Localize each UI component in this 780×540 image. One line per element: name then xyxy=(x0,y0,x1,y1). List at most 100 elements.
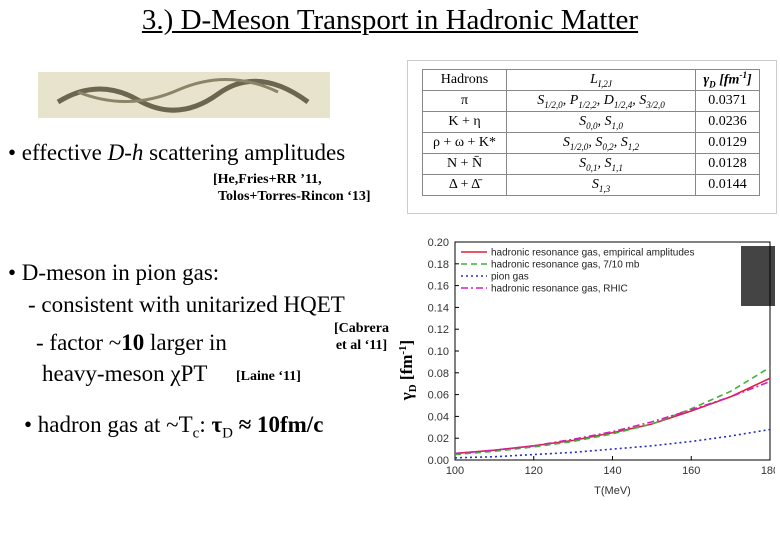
hadron-cell: ρ + ω + K* xyxy=(422,132,507,154)
y-tick-label: 0.06 xyxy=(428,390,449,402)
reference: [Cabrera et al ‘11] xyxy=(334,320,389,354)
text: 1/2,4 xyxy=(613,99,633,110)
text: S xyxy=(562,134,570,150)
wave-cell: S0,1, S1,1 xyxy=(506,153,696,175)
wave-cell: S0,0, S1,0 xyxy=(506,111,696,133)
text: 1/2,2 xyxy=(578,99,597,110)
gamma-cell: 0.0128 xyxy=(695,153,760,175)
y-tick-label: 0.00 xyxy=(428,455,449,467)
y-tick-label: 0.16 xyxy=(428,281,449,293)
text: S xyxy=(604,113,612,129)
text: γ xyxy=(703,72,710,88)
hadron-cell: π xyxy=(422,90,507,112)
text: 1,3 xyxy=(598,183,611,194)
table-row: K + η S0,0, S1,0 0.0236 xyxy=(422,111,760,133)
text: γ xyxy=(398,392,416,401)
bullet: • hadron gas at ~Tc: τD ≈ 10fm/c xyxy=(24,412,323,443)
sub-bullet: - consistent with unitarized HQET xyxy=(28,292,345,317)
text: χ xyxy=(170,361,181,386)
header-cell: LI,2J xyxy=(506,69,696,91)
text: -1 xyxy=(398,345,409,354)
table-row: Δ + Δ̄ S1,3 0.0144 xyxy=(422,174,760,196)
text: c xyxy=(192,425,200,442)
text: : xyxy=(199,412,212,437)
text: τ xyxy=(211,412,223,437)
text: D-h xyxy=(107,140,144,165)
gamma-cell: 0.0129 xyxy=(695,132,760,154)
chart: 0.00 0.02 0.04 0.06 0.08 0.10 0.12 0.14 0.16 0.18… xyxy=(398,228,775,500)
gamma-cell: 0.0144 xyxy=(695,174,760,196)
text: ] xyxy=(747,72,752,88)
y-tick-label: 0.20 xyxy=(428,237,449,249)
text: 0,0 xyxy=(586,120,598,131)
sub-bullet: heavy-meson χPT xyxy=(42,361,207,387)
text: 1,0 xyxy=(611,120,623,131)
text: [Cabrera xyxy=(334,321,389,336)
x-tick-label: 160 xyxy=(682,465,700,477)
text: D xyxy=(709,79,716,90)
series-line xyxy=(454,377,771,455)
wave-cell: S1,3 xyxy=(506,174,696,196)
y-tick-label: 0.02 xyxy=(428,433,449,445)
text: 10 xyxy=(121,330,145,355)
text: S xyxy=(604,155,612,171)
wave-cell: S1/2,0, S0,2, S1,2 xyxy=(506,132,696,154)
y-tick-label: 0.04 xyxy=(428,411,449,423)
text: • hadron gas at ~T xyxy=(24,412,193,437)
logo xyxy=(38,72,330,118)
reference: [Laine ‘11] xyxy=(236,369,301,384)
table-header: Hadrons LI,2J γD [fm-1] xyxy=(422,69,760,91)
text: • effective xyxy=(8,140,108,165)
bullet: • effective D-h scattering amplitudes xyxy=(8,140,345,166)
text: D xyxy=(222,425,233,442)
gamma-cell: 0.0371 xyxy=(695,90,760,112)
gamma-cell: 0.0236 xyxy=(695,111,760,133)
y-tick-label: 0.12 xyxy=(428,324,449,336)
legend-label: hadronic resonance gas, 7/10 mb xyxy=(491,260,640,271)
occluder xyxy=(741,246,775,306)
x-axis-label: T(MeV) xyxy=(594,485,631,497)
text: D xyxy=(407,384,419,392)
text: et al ‘11] xyxy=(335,338,388,353)
table-row: N + N̄ S0,1, S1,1 0.0128 xyxy=(422,153,760,175)
text: ] xyxy=(398,340,416,346)
text: 1/2,0 xyxy=(544,99,563,110)
bullet: • D-meson in pion gas: xyxy=(8,260,220,285)
x-tick-label: 180 xyxy=(761,465,775,477)
text: S xyxy=(591,176,599,192)
text: -1 xyxy=(739,70,748,81)
x-tick-label: 120 xyxy=(525,465,543,477)
text: S xyxy=(620,134,628,150)
text: 1,1 xyxy=(611,162,623,173)
slide-title: 3.) D-Meson Transport in Hadronic Matter xyxy=(141,4,639,36)
text: 0,1 xyxy=(586,162,598,173)
x-tick-label: 100 xyxy=(446,465,464,477)
text: Tolos+Torres-Rincon ‘13] xyxy=(218,189,371,204)
text: [He,Fries+RR ’11, xyxy=(213,172,322,187)
text: S xyxy=(579,113,587,129)
header-cell: Hadrons xyxy=(422,69,507,91)
text: S xyxy=(595,134,603,150)
text: 3/2,0 xyxy=(646,99,665,110)
legend-label: pion gas xyxy=(491,272,529,283)
text: 1,2 xyxy=(627,141,640,152)
text: PT xyxy=(180,361,208,386)
table: Hadrons LI,2J γD [fm-1] π S1/2,0, P1/2,2,… xyxy=(422,69,760,196)
text: S xyxy=(639,92,647,108)
text: [fm xyxy=(715,72,740,88)
hadron-cell: Δ + Δ̄ xyxy=(422,174,507,196)
y-tick-label: 0.14 xyxy=(428,302,449,314)
y-tick-label: 0.18 xyxy=(428,259,449,271)
text: scattering amplitudes xyxy=(143,140,346,165)
text: P xyxy=(569,92,579,108)
text: I,2J xyxy=(597,78,612,89)
wave-cell: S1/2,0, P1/2,2, D1/2,4, S3/2,0 xyxy=(506,90,696,112)
text: ≈ 10fm/c xyxy=(232,412,324,437)
table-row: π S1/2,0, P1/2,2, D1/2,4, S3/2,0 0.0371 xyxy=(422,90,760,112)
text: 1/2,0 xyxy=(569,141,589,152)
text: L xyxy=(590,71,598,87)
chart-background xyxy=(438,228,775,500)
table-image: Hadrons LI,2J γD [fm-1] π S1/2,0, P1/2,2,… xyxy=(407,60,777,214)
reference: [He,Fries+RR ’11, Tolos+Torres-Rincon ‘13… xyxy=(213,171,371,205)
